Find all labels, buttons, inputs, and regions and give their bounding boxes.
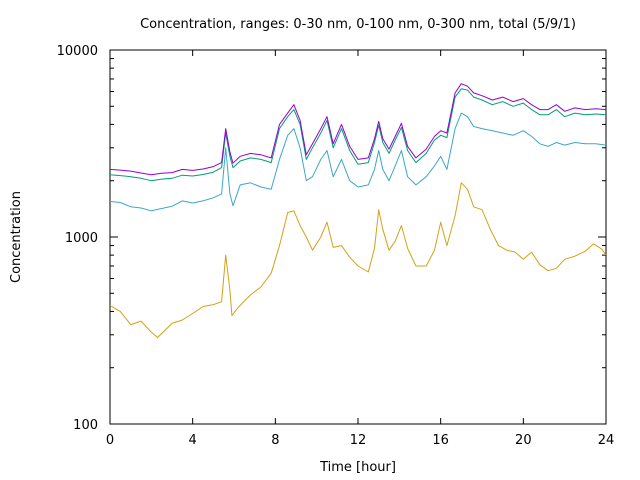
axis-ticks bbox=[109, 49, 607, 425]
y-axis-label: Concentration bbox=[9, 191, 24, 283]
chart-title: Concentration, ranges: 0-30 nm, 0-100 nm… bbox=[140, 17, 576, 32]
x-tick-label: 0 bbox=[106, 433, 114, 448]
x-tick-label: 4 bbox=[189, 433, 197, 448]
series-line-4 bbox=[109, 83, 607, 176]
x-axis-label: Time [hour] bbox=[319, 460, 396, 475]
y-tick-label: 10000 bbox=[57, 44, 98, 59]
y-tick-label: 1000 bbox=[65, 231, 98, 246]
x-tick-label: 12 bbox=[350, 433, 367, 448]
x-tick-label: 16 bbox=[432, 433, 449, 448]
x-tick-label: 24 bbox=[598, 433, 615, 448]
x-tick-label: 8 bbox=[271, 433, 279, 448]
series-lines bbox=[109, 83, 607, 338]
series-line-1 bbox=[109, 182, 607, 338]
y-tick-labels: 100 1000 10000 bbox=[57, 44, 98, 433]
series-line-2 bbox=[109, 112, 607, 212]
y-tick-label: 100 bbox=[73, 418, 98, 433]
series-line-3 bbox=[109, 88, 607, 182]
plot-frame bbox=[109, 49, 607, 425]
x-tick-label: 20 bbox=[515, 433, 532, 448]
x-tick-labels: 0 4 8 12 16 20 24 bbox=[106, 433, 614, 448]
